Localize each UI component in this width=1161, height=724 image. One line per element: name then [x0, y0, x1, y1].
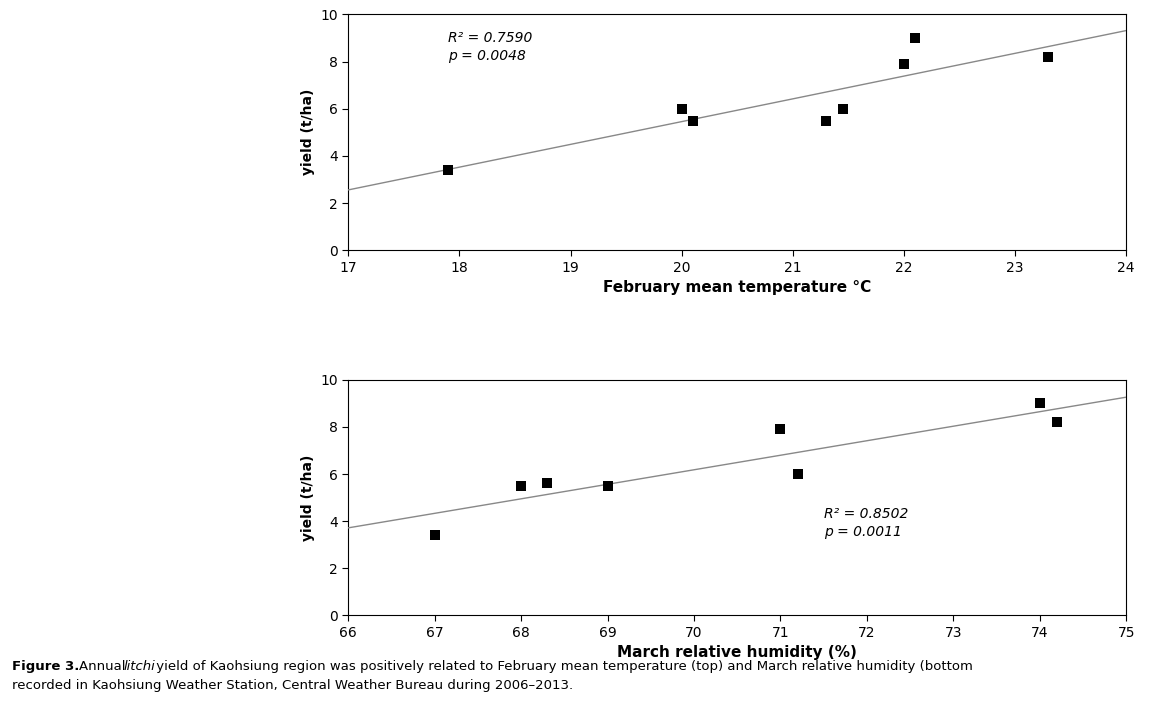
Point: [1031, 397, 1050, 409]
Point: [771, 424, 789, 435]
Text: Figure 3.: Figure 3.: [12, 660, 84, 673]
Text: yield of Kaohsiung region was positively related to February mean temperature (t: yield of Kaohsiung region was positively…: [152, 660, 973, 673]
Point: [512, 480, 531, 492]
Point: [1047, 416, 1066, 428]
Point: [425, 529, 444, 541]
Point: [834, 103, 852, 114]
Point: [817, 114, 836, 126]
Text: recorded in Kaohsiung Weather Station, Central Weather Bureau during 2006–2013.: recorded in Kaohsiung Weather Station, C…: [12, 679, 572, 692]
Text: R² = 0.8502: R² = 0.8502: [823, 507, 908, 521]
Point: [538, 478, 556, 489]
Text: p = 0.0048: p = 0.0048: [448, 49, 526, 63]
Point: [439, 164, 457, 176]
Point: [906, 33, 924, 44]
X-axis label: February mean temperature °C: February mean temperature °C: [603, 280, 872, 295]
Point: [684, 114, 702, 126]
Y-axis label: yield (t/ha): yield (t/ha): [301, 89, 315, 175]
Text: p = 0.0011: p = 0.0011: [823, 525, 902, 539]
Point: [672, 103, 691, 114]
Point: [598, 480, 616, 492]
Y-axis label: yield (t/ha): yield (t/ha): [301, 455, 315, 541]
Point: [1039, 51, 1058, 63]
Text: litchi: litchi: [123, 660, 154, 673]
Text: R² = 0.7590: R² = 0.7590: [448, 31, 533, 45]
Point: [895, 58, 914, 70]
X-axis label: March relative humidity (%): March relative humidity (%): [618, 645, 857, 660]
Text: Annual: Annual: [79, 660, 130, 673]
Point: [788, 468, 807, 480]
